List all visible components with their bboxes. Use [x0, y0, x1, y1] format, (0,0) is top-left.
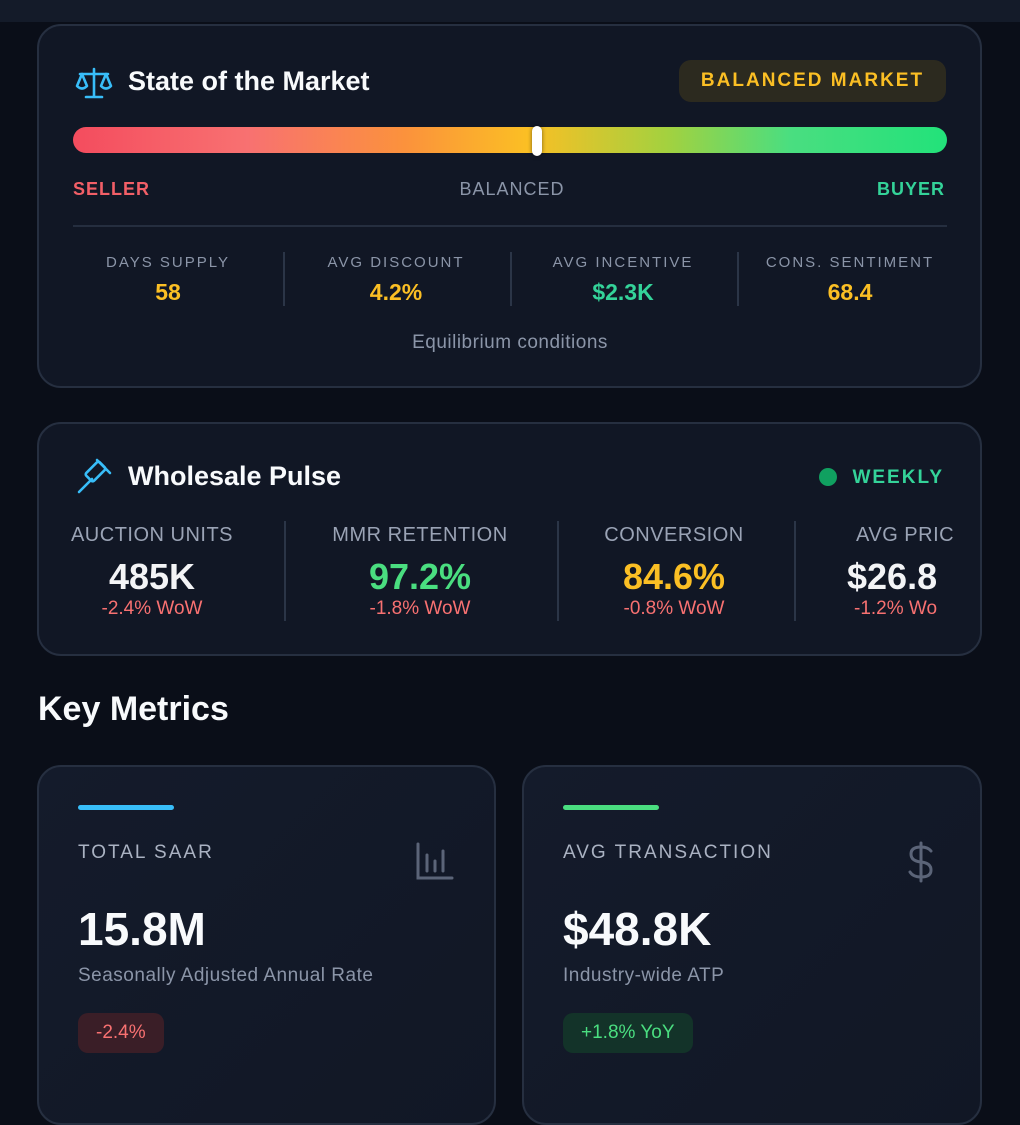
metric-change: -0.8% WoW [623, 598, 725, 619]
card-title: Wholesale Pulse [128, 461, 342, 491]
gauge-marker [532, 126, 542, 156]
market-badge: BALANCED MARKET [679, 60, 946, 102]
metric-card: AVG TRANSACTION $48.8K Industry-wide ATP… [522, 765, 982, 1125]
metric-change: -1.8% WoW [369, 598, 471, 619]
stat-label: CONS. SENTIMENT [765, 254, 935, 271]
metric-change: -1.2% Wo [854, 598, 938, 619]
change-pill: +1.8% YoY [563, 1013, 693, 1053]
gavel-icon [77, 458, 112, 494]
live-dot [819, 468, 837, 486]
stat-value: $2.3K [592, 279, 654, 305]
stat-value: 4.2% [369, 279, 423, 305]
chart-icon [416, 842, 454, 880]
card-label: TOTAL SAAR [78, 842, 214, 863]
scales-icon [75, 67, 113, 99]
market-gauge [73, 127, 947, 153]
card-label: AVG TRANSACTION [563, 842, 773, 863]
accent-bar [78, 805, 174, 810]
metric-label: CONVERSION [604, 524, 744, 546]
accent-bar [563, 805, 659, 810]
card-description: Industry-wide ATP [563, 965, 725, 986]
metric-card: TOTAL SAAR 15.8M Seasonally Adjusted Ann… [37, 765, 496, 1125]
divider [794, 521, 796, 621]
market-note: Equilibrium conditions [412, 332, 608, 353]
stat-label: AVG INCENTIVE [552, 254, 694, 271]
dollar-icon [908, 841, 933, 883]
section-title: Key Metrics [38, 690, 229, 728]
change-pill: -2.4% [78, 1013, 164, 1053]
metric-label: AUCTION UNITS [70, 524, 234, 546]
top-bar [0, 0, 1020, 22]
divider [510, 252, 512, 306]
metric-label: AVG PRIC [856, 524, 955, 546]
card-title: State of the Market [128, 66, 370, 96]
stat-value: 58 [155, 279, 181, 305]
wholesale-card: Wholesale Pulse WEEKLY AUCTION UNITS 485… [37, 422, 982, 656]
market-card: State of the Market BALANCED MARKET SELL… [37, 24, 982, 388]
card-value: 15.8M [78, 903, 206, 955]
card-description: Seasonally Adjusted Annual Rate [78, 965, 374, 986]
metric-value: 485K [108, 556, 196, 597]
divider [284, 521, 286, 621]
metric-change: -2.4% WoW [101, 598, 203, 619]
stat-value: 68.4 [827, 279, 873, 305]
scale-left: SELLER [73, 179, 151, 199]
card-value: $48.8K [563, 903, 712, 955]
divider [557, 521, 559, 621]
metric-value: 84.6% [622, 556, 726, 597]
separator [73, 225, 947, 227]
metric-value: 97.2% [368, 556, 472, 597]
stat-label: DAYS SUPPLY [106, 254, 230, 271]
metric-value: $26.8 [847, 556, 938, 597]
metric-label: MMR RETENTION [332, 524, 508, 546]
stat-label: AVG DISCOUNT [327, 254, 465, 271]
divider [283, 252, 285, 306]
scale-right: BUYER [876, 179, 945, 199]
scale-center: BALANCED [459, 179, 565, 199]
divider [737, 252, 739, 306]
frequency-badge: WEEKLY [852, 467, 944, 488]
